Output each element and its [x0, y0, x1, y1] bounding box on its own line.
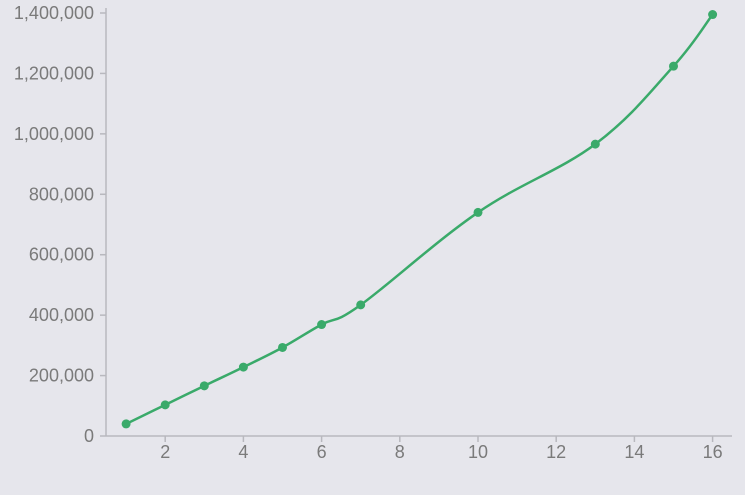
data-point: [669, 61, 678, 71]
y-tick-label: 600,000: [29, 245, 94, 265]
y-tick-label: 1,400,000: [14, 3, 94, 23]
x-axis: 2 4 6 8 10 12 14 16: [106, 435, 732, 462]
data-point: [278, 342, 287, 352]
y-tick-label: 1,000,000: [14, 124, 94, 144]
y-axis: 0 200,000 400,000 600,000 800,000 1,000,000 1,…: [14, 3, 107, 446]
x-tick-label: 8: [395, 442, 405, 462]
y-tick-label: 1,200,000: [14, 63, 94, 83]
x-tick-label: 10: [468, 442, 488, 462]
data-point: [356, 300, 366, 310]
y-tick-label: 400,000: [29, 305, 94, 325]
y-tick-labels: 0 200,000 400,000 600,000 800,000 1,000,000 1,…: [14, 3, 106, 446]
data-point: [473, 207, 483, 217]
y-tick-label: 800,000: [29, 184, 94, 204]
data-point: [160, 400, 170, 410]
y-tick-label: 0: [84, 426, 94, 446]
x-tick-label: 12: [546, 442, 566, 462]
x-tick-label: 6: [317, 442, 327, 462]
y-tick-label: 200,000: [29, 366, 94, 386]
x-tick-labels: 2 4 6 8 10 12 14 16: [160, 436, 723, 462]
x-tick-label: 4: [238, 442, 248, 462]
x-tick-label: 2: [160, 442, 170, 462]
data-point: [590, 139, 600, 149]
x-tick-label: 14: [624, 442, 644, 462]
series-line: [125, 13, 714, 426]
data-point: [708, 10, 718, 20]
data-point: [238, 362, 248, 372]
x-tick-label: 16: [703, 442, 723, 462]
series-group: [121, 10, 718, 429]
data-point: [317, 320, 327, 330]
data-point: [199, 381, 209, 391]
data-point: [121, 419, 131, 429]
